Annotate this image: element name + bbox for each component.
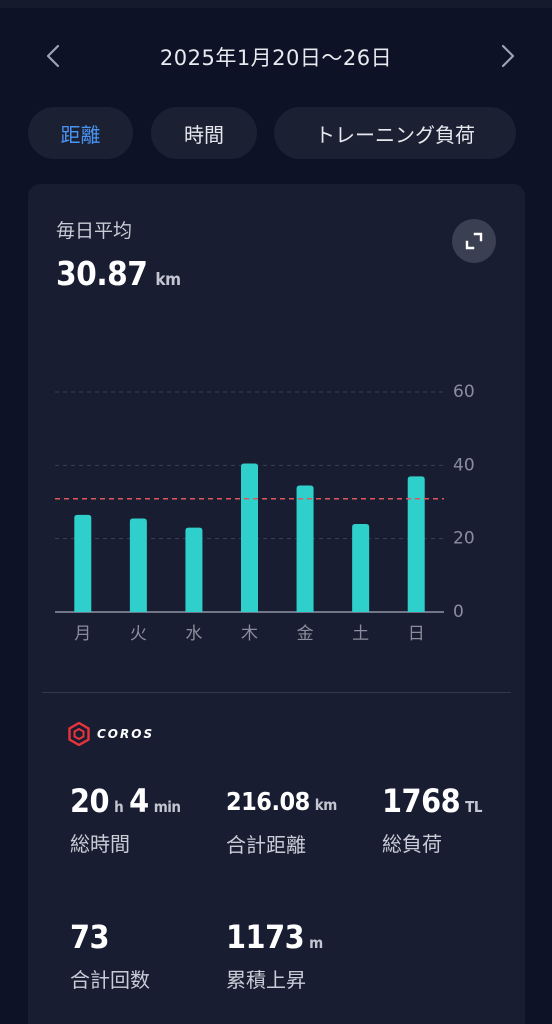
minutes-number: 4 [129,782,149,820]
y-tick-label: 60 [453,382,475,402]
elevation-gain-unit: m [309,934,323,952]
y-tick-label: 0 [453,602,464,622]
hours-number: 20 [70,782,110,820]
coros-logo-text: COROS [97,727,155,741]
total-load-unit: TL [465,798,482,816]
x-tick-label: 月 [74,624,91,644]
total-load-value: 1768 TL [382,782,488,820]
total-time-label: 総時間 [70,832,130,856]
elevation-gain-label: 累積上昇 [226,968,306,992]
tab-time[interactable]: 時間 [151,107,257,159]
chevron-left-icon [46,44,60,68]
expand-chart-button[interactable] [452,219,496,263]
total-count-value: 73 [70,918,110,956]
total-time-value: 20 h 4 min [70,782,187,820]
bar [185,527,203,612]
total-distance-unit: km [314,796,338,814]
x-tick-label: 日 [408,624,425,644]
metric-tabs: 距離 時間 トレーニング負荷 [0,107,552,159]
bar [74,514,92,612]
tab-distance[interactable]: 距離 [28,107,133,159]
bar [407,476,425,612]
total-distance-value: 216.08 km [226,787,343,816]
bar [129,518,147,612]
total-load-label: 総負荷 [382,832,442,856]
chevron-right-icon [501,44,515,68]
x-tick-label: 木 [241,624,258,644]
minutes-unit: min [153,798,181,816]
next-week-button[interactable] [488,36,528,76]
x-tick-label: 金 [297,624,314,644]
total-count-label: 合計回数 [70,968,150,992]
summary-card: 毎日平均 30.87 km 60 40 20 0 月火水木金土日 COROS 20 h 4 mi… [28,184,525,1024]
stat-total-time: 20 h 4 min 総時間 [70,782,187,857]
expand-icon [465,232,483,250]
date-header: 2025年1月20日～26日 [0,30,552,82]
coros-logo-mark [68,722,90,746]
stat-total-count: 73 合計回数 [70,918,150,993]
stat-total-load: 1768 TL 総負荷 [382,782,488,857]
bar [352,524,370,612]
stat-total-distance: 216.08 km 合計距離 [226,787,343,858]
total-distance-number: 216.08 [226,787,310,816]
bar [296,485,314,612]
total-distance-label: 合計距離 [226,833,306,857]
x-tick-label: 水 [185,624,202,644]
distance-bar-chart: 60 40 20 0 月 火 水 木 金 土 日 [55,382,475,644]
y-tick-label: 20 [453,529,475,549]
tab-training-load[interactable]: トレーニング負荷 [274,107,516,159]
daily-average-value: 30.87 km [56,254,181,293]
daily-average-unit: km [155,270,181,290]
total-load-number: 1768 [382,782,461,820]
previous-week-button[interactable] [33,36,73,76]
elevation-gain-number: 1173 [226,918,305,956]
top-strip [0,0,552,8]
date-range-title: 2025年1月20日～26日 [159,46,393,70]
coros-logo: COROS [68,722,154,746]
stat-elevation-gain: 1173 m 累積上昇 [226,918,329,993]
x-tick-label: 土 [352,624,369,644]
card-divider [42,692,511,693]
daily-average-number: 30.87 [56,254,148,293]
y-tick-label: 40 [453,455,475,475]
daily-average-label: 毎日平均 [56,220,133,242]
hours-unit: h [114,798,124,816]
elevation-gain-value: 1173 m [226,918,329,956]
x-tick-label: 火 [130,624,147,644]
bar [241,463,258,612]
